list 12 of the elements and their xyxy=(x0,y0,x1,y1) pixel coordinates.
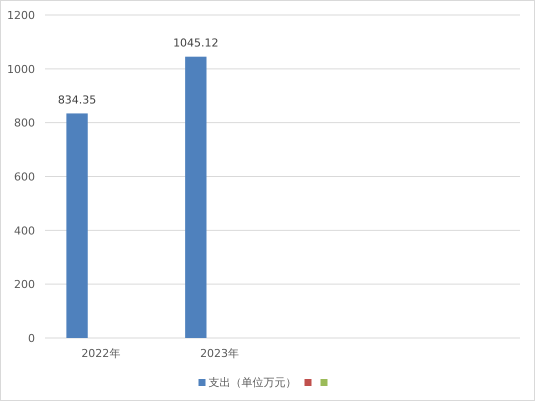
y-tick-label: 1000 xyxy=(7,62,35,76)
data-label: 1045.12 xyxy=(173,36,219,50)
legend-label: 支出（单位万元） xyxy=(208,376,296,389)
data-label: 834.35 xyxy=(58,93,96,106)
y-tick-label: 0 xyxy=(28,332,35,345)
x-tick-label: 2023年 xyxy=(200,347,240,360)
x-tick-label: 2022年 xyxy=(81,347,120,360)
y-tick-label: 400 xyxy=(14,224,35,238)
y-tick-label: 800 xyxy=(14,116,35,130)
y-tick-label: 1200 xyxy=(7,9,35,22)
y-tick-label: 600 xyxy=(14,170,35,184)
y-tick-label: 200 xyxy=(14,278,35,292)
